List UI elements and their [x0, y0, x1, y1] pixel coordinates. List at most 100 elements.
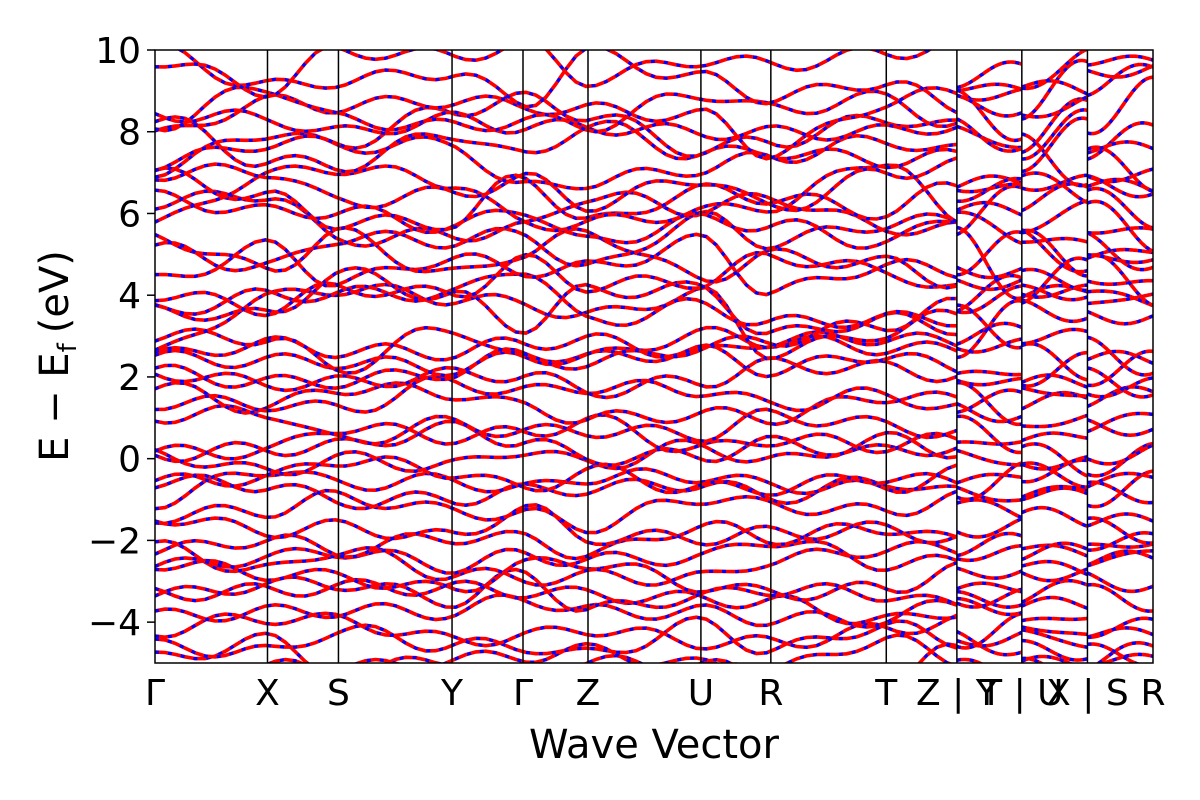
band-line	[956, 531, 1023, 558]
band-line	[1020, 442, 1089, 478]
band-line	[155, 488, 958, 535]
plot-frame	[154, 49, 1154, 664]
x-tick-label: X | S	[1046, 673, 1129, 714]
band-line	[1087, 54, 1153, 67]
y-tick-label: 0	[118, 440, 141, 481]
band-line	[1096, 641, 1153, 663]
band-line	[155, 282, 958, 361]
band-line	[1020, 541, 1089, 562]
band-line	[956, 498, 1023, 520]
band-line	[155, 556, 958, 602]
band-line	[155, 188, 958, 250]
band-line	[1021, 559, 1089, 577]
band-line	[177, 50, 958, 115]
y-axis-title-main: E − E	[32, 352, 78, 462]
band-lines	[155, 50, 1153, 663]
band-line	[1086, 418, 1153, 437]
band-line	[1087, 226, 1153, 235]
band-line	[1086, 186, 1153, 230]
x-tick-label: Γ	[145, 673, 165, 714]
band-line	[1021, 638, 1088, 662]
band-line	[1021, 413, 1088, 429]
y-tick-label: 8	[118, 113, 141, 154]
band-line	[1086, 549, 1153, 568]
band-line	[1086, 199, 1153, 253]
band-line	[155, 266, 958, 337]
band-line	[155, 86, 958, 161]
band-line	[956, 485, 1022, 503]
band-line	[155, 131, 958, 191]
band-line	[1021, 455, 1088, 471]
band-line	[1021, 199, 1088, 235]
band-line	[956, 657, 984, 663]
band-line	[1021, 58, 1088, 121]
band-line	[1021, 236, 1088, 244]
x-tick-label: X	[255, 673, 280, 714]
band-line	[1021, 50, 1088, 90]
band-line	[1021, 616, 1088, 623]
band-line	[155, 374, 958, 414]
x-tick-label: T | U	[979, 673, 1063, 714]
x-tick-label: R	[758, 673, 783, 714]
band-line	[1021, 628, 1088, 649]
band-line	[1021, 505, 1089, 528]
band-line	[1021, 182, 1088, 213]
band-line	[1086, 279, 1153, 286]
high-symmetry-lines	[266, 50, 1089, 663]
band-line	[1021, 625, 1088, 636]
band-line	[1087, 289, 1153, 308]
band-line	[956, 274, 1023, 313]
band-line	[956, 88, 1023, 143]
band-line	[1021, 97, 1088, 154]
y-tick-label: 10	[95, 31, 141, 72]
band-line	[956, 629, 1023, 657]
y-axis-title-unit: (eV)	[32, 250, 78, 333]
band-line	[1087, 542, 1153, 549]
band-line	[1086, 443, 1153, 466]
band-line	[956, 273, 1023, 313]
band-line	[155, 539, 958, 587]
band-line	[155, 455, 958, 497]
y-axis-title: E − Ef (eV)	[32, 250, 83, 462]
band-line	[1087, 75, 1153, 136]
band-line	[956, 299, 1023, 359]
band-line	[956, 278, 1023, 292]
band-line	[155, 232, 958, 297]
band-line	[1087, 253, 1153, 264]
x-tick-label: S	[327, 673, 350, 714]
band-line	[956, 60, 1023, 90]
band-line	[155, 50, 933, 99]
band-line	[1021, 173, 1088, 192]
x-tick-label: T	[874, 673, 898, 714]
band-line	[155, 232, 958, 297]
band-line	[1087, 140, 1153, 155]
band-line	[155, 403, 958, 446]
band-line	[956, 589, 1023, 609]
x-tick-label: Y	[440, 673, 464, 714]
band-line	[155, 430, 958, 476]
band-line	[956, 303, 1023, 350]
band-line	[956, 376, 1022, 387]
y-axis-ticks: −4 −2 0 2 4 6 8 10	[88, 31, 155, 644]
x-tick-label: R	[1140, 673, 1165, 714]
band-line	[1086, 121, 1153, 161]
band-line	[956, 472, 1022, 485]
y-tick-label: −2	[88, 521, 141, 562]
band-line	[956, 210, 1023, 245]
band-line	[1086, 549, 1153, 567]
y-tick-label: 4	[118, 276, 141, 317]
band-line	[1086, 571, 1153, 594]
band-line	[956, 388, 1023, 414]
band-line	[1021, 350, 1088, 388]
band-line	[1086, 411, 1153, 434]
band-line	[1020, 595, 1089, 610]
band-line	[1087, 335, 1153, 377]
band-line	[1087, 642, 1141, 663]
x-tick-label: Γ	[513, 673, 533, 714]
band-line	[1021, 108, 1088, 161]
band-line	[155, 356, 958, 400]
y-tick-label: 6	[118, 194, 141, 235]
band-line	[1021, 79, 1089, 96]
band-line	[956, 596, 1023, 617]
